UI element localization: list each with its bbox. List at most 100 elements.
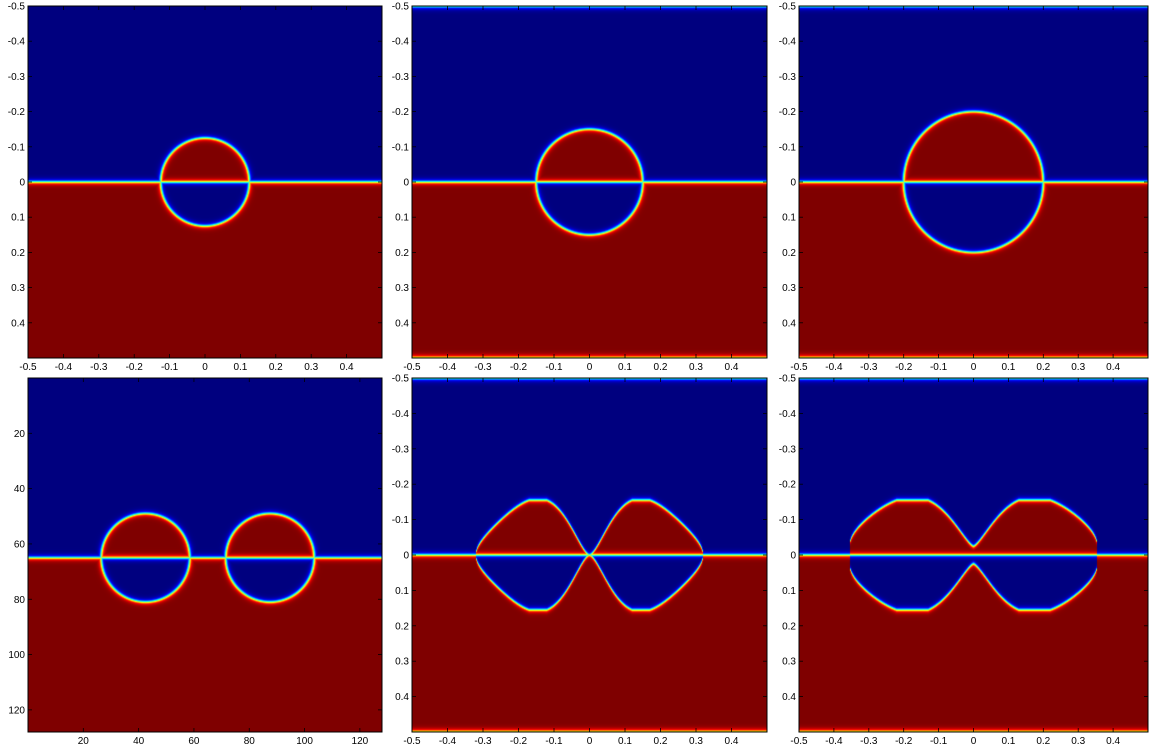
x-tick-label: 0.2 (654, 362, 668, 373)
x-tick-label: -0.3 (860, 736, 878, 747)
y-tick-label: 100 (8, 650, 25, 661)
y-tick-label: 0.3 (395, 657, 409, 668)
phase-field-image (799, 378, 1148, 732)
x-tick-label: 0.3 (689, 736, 703, 747)
x-tick-label: 20 (78, 736, 90, 747)
y-tick-label: -0.4 (392, 409, 410, 420)
y-tick-label: -0.2 (392, 107, 410, 118)
x-tick-label: 40 (133, 736, 145, 747)
y-tick-label: 0 (790, 551, 796, 562)
y-tick-label: 0.2 (782, 248, 796, 259)
x-tick-label: -0.2 (510, 736, 528, 747)
y-tick-label: -0.1 (392, 515, 410, 526)
y-tick-label: 0 (403, 178, 409, 189)
x-tick-label: 0.1 (1001, 362, 1015, 373)
x-tick-label: -0.2 (895, 362, 913, 373)
y-tick-label: -0.3 (779, 72, 797, 83)
y-tick-label: 40 (14, 484, 26, 495)
x-tick-label: -0.2 (510, 362, 528, 373)
x-tick-label: 0.3 (304, 362, 318, 373)
x-tick-label: -0.4 (825, 736, 843, 747)
y-tick-label: -0.2 (8, 107, 26, 118)
y-tick-label: 0 (403, 551, 409, 562)
chart-panel-1: -0.5 -0.4 -0.3 -0.2 -0.1 0 0.1 0.2 0.3 0.4 -0.5 -0.… (8, 2, 383, 373)
x-tick-label: 0.4 (725, 736, 739, 747)
y-tick-label: 80 (14, 595, 26, 606)
x-tick-label: -0.4 (825, 362, 843, 373)
y-tick-label: 0.4 (395, 318, 409, 329)
axes-frame (27, 377, 383, 733)
x-tick-label: 0.3 (1071, 736, 1085, 747)
y-tick-label: -0.4 (392, 37, 410, 48)
x-tick-label: -0.1 (545, 362, 563, 373)
y-tick-label: 120 (8, 705, 25, 716)
phase-field-image (412, 378, 767, 732)
x-tick-label: 0.4 (1106, 736, 1120, 747)
x-tick-label: 0.2 (654, 736, 668, 747)
phase-field-image (412, 6, 767, 358)
x-tick-label: 0.1 (618, 736, 632, 747)
x-tick-label: -0.3 (474, 736, 492, 747)
y-tick-label: 0 (790, 178, 796, 189)
x-tick-label: -0.5 (403, 362, 421, 373)
y-tick-label: 0.1 (782, 213, 796, 224)
x-tick-label: 0.4 (340, 362, 354, 373)
x-tick-label: 0.3 (689, 362, 703, 373)
x-tick-label: 0.3 (1071, 362, 1085, 373)
y-tick-label: -0.3 (392, 444, 410, 455)
x-tick-label: -0.1 (545, 736, 563, 747)
y-tick-label: -0.5 (392, 374, 410, 385)
chart-panel-3: -0.5 -0.4 -0.3 -0.2 -0.1 0 0.1 0.2 0.3 0.4 -0.5 -0.… (779, 2, 1149, 373)
x-tick-label: -0.4 (439, 736, 457, 747)
x-tick-label: 0.2 (269, 362, 283, 373)
x-tick-label: -0.5 (790, 736, 808, 747)
x-tick-label: -0.2 (126, 362, 144, 373)
phase-field-image (28, 378, 382, 732)
x-tick-label: 60 (188, 736, 200, 747)
y-tick-label: -0.4 (8, 37, 26, 48)
y-tick-label: 0.2 (11, 248, 25, 259)
y-tick-label: 0.2 (395, 621, 409, 632)
y-tick-label: 20 (14, 429, 26, 440)
y-tick-label: 0.3 (782, 283, 796, 294)
x-tick-label: 0.4 (725, 362, 739, 373)
y-tick-label: 0.1 (395, 586, 409, 597)
x-tick-label: -0.5 (790, 362, 808, 373)
y-tick-label: 0.1 (11, 213, 25, 224)
y-tick-label: 60 (14, 539, 26, 550)
y-tick-label: 0.4 (395, 692, 409, 703)
x-tick-label: -0.5 (19, 362, 37, 373)
y-tick-label: -0.5 (392, 2, 410, 13)
y-tick-label: -0.3 (392, 72, 410, 83)
x-tick-label: 80 (244, 736, 256, 747)
y-tick-label: -0.1 (392, 142, 410, 153)
phase-field-image (799, 6, 1148, 358)
y-tick-label: -0.2 (779, 480, 797, 491)
x-tick-label: 100 (296, 736, 313, 747)
chart-panel-5: -0.5 -0.4 -0.3 -0.2 -0.1 0 0.1 0.2 0.3 0.4 -0.5 -0.… (392, 374, 768, 747)
x-tick-label: 0.2 (1036, 736, 1050, 747)
x-tick-label: -0.1 (930, 362, 948, 373)
x-tick-label: 0 (971, 362, 977, 373)
chart-panel-6: -0.5 -0.4 -0.3 -0.2 -0.1 0 0.1 0.2 0.3 0.4 -0.5 -0.… (779, 374, 1149, 747)
x-tick-label: 0.4 (1106, 362, 1120, 373)
y-tick-label: 0.4 (11, 318, 25, 329)
x-tick-label: 0.1 (1001, 736, 1015, 747)
y-tick-label: -0.1 (8, 142, 26, 153)
y-tick-label: 0.1 (395, 213, 409, 224)
y-tick-label: 0.2 (395, 248, 409, 259)
x-tick-label: -0.4 (55, 362, 73, 373)
y-tick-label: -0.5 (779, 2, 797, 13)
phase-field-image (28, 6, 382, 358)
y-tick-label: -0.5 (779, 374, 797, 385)
x-tick-label: 0 (587, 362, 593, 373)
x-tick-label: -0.2 (895, 736, 913, 747)
y-tick-label: -0.3 (779, 444, 797, 455)
y-tick-label: -0.1 (779, 515, 797, 526)
x-tick-label: -0.3 (860, 362, 878, 373)
x-tick-label: -0.3 (474, 362, 492, 373)
y-tick-label: -0.4 (779, 37, 797, 48)
x-tick-label: -0.5 (403, 736, 421, 747)
x-tick-label: -0.4 (439, 362, 457, 373)
